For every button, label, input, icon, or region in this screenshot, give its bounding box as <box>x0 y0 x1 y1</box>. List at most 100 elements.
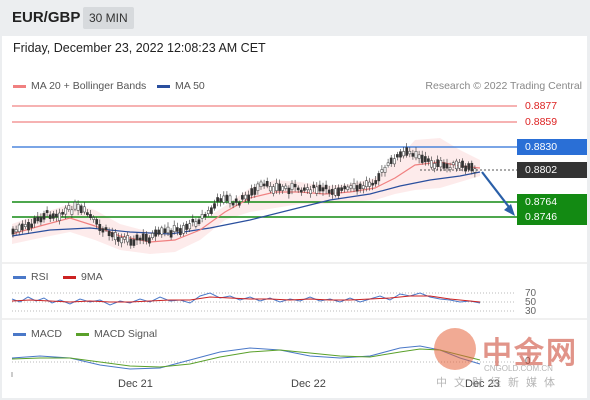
top-bar: EUR/GBP 30 MIN <box>0 0 590 36</box>
candle-body <box>169 230 173 238</box>
candle-body <box>191 219 195 223</box>
level-label-3: 0.8802 <box>517 162 587 178</box>
level-label-1: 0.8859 <box>525 116 558 128</box>
candle-body <box>473 168 477 173</box>
candle-body <box>253 187 257 195</box>
candle-body <box>244 194 247 200</box>
candle-body <box>98 224 102 231</box>
candle-body <box>352 183 356 190</box>
candle-body <box>278 183 281 191</box>
candle-body <box>95 219 99 225</box>
rsi-9ma-line <box>11 295 481 303</box>
research-credit: Research © 2022 Trading Central <box>425 80 582 92</box>
candle-body <box>315 186 319 194</box>
candle-body <box>11 228 15 235</box>
candle-body <box>250 188 254 196</box>
x-label-dec23: Dec 23 <box>465 378 500 390</box>
candle-body <box>433 163 436 169</box>
legend-macd-signal-label: MACD Signal <box>94 328 158 340</box>
watermark-logo-icon <box>434 328 476 370</box>
legend-macd-signal: MACD Signal <box>76 328 157 340</box>
candle-body <box>386 162 390 166</box>
candle-body <box>110 232 114 238</box>
candle-body <box>287 187 291 194</box>
candle-body <box>377 173 381 182</box>
candle-body <box>222 195 226 203</box>
macd-line <box>11 345 481 370</box>
instrument-title: EUR/GBP <box>12 9 81 26</box>
candle-body <box>197 219 201 224</box>
candle-body <box>188 223 192 230</box>
candle-body <box>343 185 347 190</box>
candle-body <box>82 206 86 213</box>
candle-body <box>27 222 30 231</box>
candle-body <box>123 236 126 240</box>
candle-body <box>290 183 294 190</box>
candle-body <box>228 195 232 204</box>
rsi-swatch <box>13 275 26 279</box>
candle-body <box>216 197 219 202</box>
candle-body <box>445 163 449 169</box>
candle-body <box>442 162 446 169</box>
candle-body <box>48 214 52 219</box>
candle-body <box>151 233 154 238</box>
candle-body <box>268 186 272 192</box>
candle-body <box>120 237 123 244</box>
candle-body <box>355 185 359 192</box>
candle-body <box>408 150 412 155</box>
candle-body <box>265 181 269 187</box>
candle-body <box>42 213 46 220</box>
candle-body <box>45 210 49 213</box>
candle-body <box>237 202 241 206</box>
candle-body <box>51 213 55 219</box>
watermark-url: CNGOLD.COM.CN <box>484 364 553 373</box>
candle-body <box>132 239 136 246</box>
candle-body <box>20 223 24 231</box>
candle-body <box>24 224 27 227</box>
candles <box>11 143 477 249</box>
candle-body <box>436 159 440 167</box>
candle-body <box>420 154 424 163</box>
legend-rsi-label: RSI <box>31 271 49 283</box>
candle-body <box>303 187 306 191</box>
candle-body <box>141 233 145 241</box>
legend-rsi-ma: 9MA <box>63 271 103 283</box>
candle-body <box>402 151 405 157</box>
rsi-tick-30: 30 <box>525 306 537 317</box>
legend-ma50: MA 50 <box>157 80 205 92</box>
candle-body <box>55 213 58 218</box>
candle-body <box>374 180 378 185</box>
candle-body <box>138 237 142 241</box>
candle-body <box>225 194 229 201</box>
candle-body <box>160 227 164 235</box>
candle-body <box>36 216 40 222</box>
candle-body <box>39 216 43 223</box>
legend-macd-label: MACD <box>31 328 62 340</box>
watermark-tagline: 中文财经新媒体 <box>436 376 562 389</box>
candle-body <box>296 187 300 191</box>
rsi-ma-swatch <box>63 275 76 279</box>
candle-body <box>334 188 337 196</box>
candle-body <box>14 229 18 233</box>
candle-body <box>470 162 474 172</box>
legend-macd: MACD <box>13 328 62 340</box>
candle-body <box>368 181 371 187</box>
candle-body <box>86 212 89 216</box>
candle-body <box>439 160 443 168</box>
candle-body <box>30 223 33 228</box>
candle-body <box>175 227 179 232</box>
candle-body <box>179 228 182 235</box>
candle-body <box>380 169 384 173</box>
candle-body <box>399 151 402 158</box>
candle-body <box>396 154 399 158</box>
candle-body <box>107 230 111 237</box>
macd-signal-swatch <box>76 332 89 336</box>
candle-body <box>58 212 61 221</box>
candle-body <box>64 207 68 215</box>
candle-body <box>309 189 312 194</box>
candle-body <box>148 237 151 244</box>
candle-body <box>458 162 461 169</box>
timeframe-button[interactable]: 30 MIN <box>83 7 134 29</box>
candle-body <box>340 187 343 191</box>
candle-body <box>461 160 464 168</box>
